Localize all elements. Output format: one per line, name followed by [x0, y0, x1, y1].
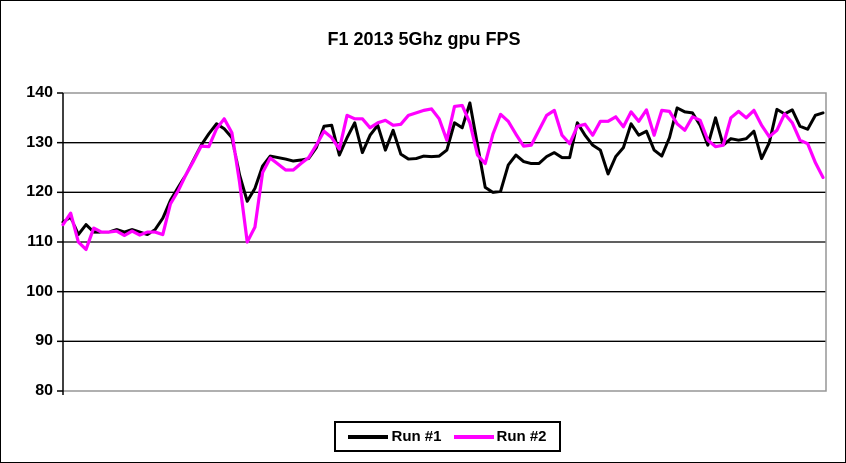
legend-line-sample-run1	[348, 434, 389, 439]
y-axis-tick-label: 90	[35, 332, 53, 349]
y-axis-tick-label: 140	[26, 84, 53, 101]
legend-item-run1: Run #1	[348, 428, 442, 445]
y-axis-tick-label: 80	[35, 382, 53, 399]
y-axis-tick-label: 120	[26, 183, 53, 200]
legend-label-run1: Run #1	[391, 428, 442, 445]
y-axis-tick-label: 130	[26, 134, 53, 151]
legend-line-sample-run2	[453, 434, 494, 439]
y-axis-tick-label: 100	[26, 283, 53, 300]
legend: Run #1 Run #2	[334, 421, 561, 452]
chart-title: F1 2013 5Ghz gpu FPS	[327, 29, 521, 49]
legend-item-run2: Run #2	[453, 428, 547, 445]
legend-label-run2: Run #2	[496, 428, 547, 445]
y-axis-tick-label: 110	[27, 233, 53, 250]
